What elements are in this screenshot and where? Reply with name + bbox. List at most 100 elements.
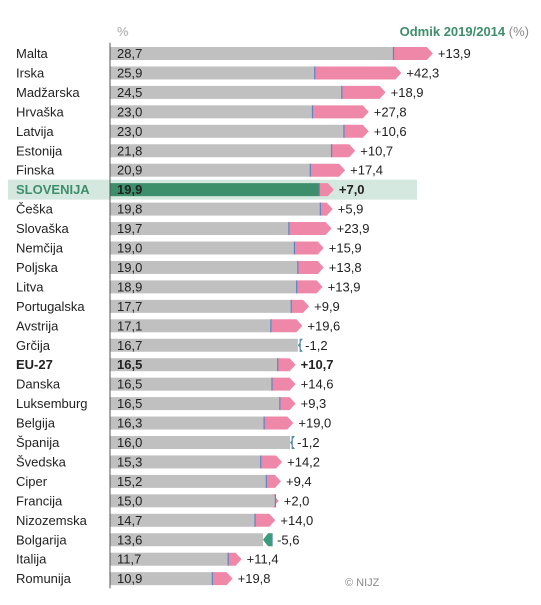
category-label: Madžarska [16, 85, 80, 100]
value-label: 20,9 [117, 163, 142, 178]
change-arrow [263, 533, 273, 547]
value-label: 17,7 [117, 299, 142, 314]
change-label: +9,3 [301, 396, 327, 411]
bar [110, 474, 267, 488]
value-label: 19,0 [117, 241, 142, 256]
category-label: Portugalska [16, 299, 85, 314]
change-arrow [288, 222, 332, 236]
category-label: Bolgarija [16, 532, 67, 547]
change-arrow [296, 280, 323, 294]
change-label: +15,9 [329, 241, 362, 256]
bar [110, 105, 313, 119]
bar [110, 455, 261, 469]
bar [110, 299, 292, 313]
bar [110, 358, 278, 372]
change-label: +9,4 [286, 474, 312, 489]
change-label: +14,2 [287, 454, 320, 469]
bar [110, 319, 271, 333]
change-label: +2,0 [284, 493, 310, 508]
category-label: Estonija [16, 143, 63, 158]
value-label: 19,0 [117, 260, 142, 275]
bar [110, 572, 213, 586]
value-label: 16,0 [117, 435, 142, 450]
copyright-text: © NIJZ [345, 577, 380, 589]
value-label: 16,5 [117, 377, 142, 392]
change-label: +17,4 [350, 163, 383, 178]
category-label: Poljska [16, 260, 59, 275]
change-label: +19,6 [307, 318, 340, 333]
value-label: 15,2 [117, 474, 142, 489]
change-arrow [279, 397, 296, 411]
category-label: Slovaška [16, 221, 70, 236]
bar [110, 494, 276, 508]
category-label: Grčija [16, 338, 51, 353]
change-arrow [331, 144, 356, 158]
change-label: +19,0 [298, 416, 331, 431]
change-arrow [319, 183, 334, 197]
value-label: 16,7 [117, 338, 142, 353]
bar [110, 183, 320, 197]
category-label: Latvija [16, 124, 54, 139]
change-arrow [264, 416, 294, 430]
category-label: Danska [16, 377, 61, 392]
bar [110, 416, 265, 430]
bar [110, 513, 256, 527]
change-arrow [266, 474, 281, 488]
category-label: Ciper [16, 474, 48, 489]
category-label: SLOVENIJA [16, 182, 90, 197]
change-arrow [312, 105, 369, 119]
change-label: +11,4 [247, 552, 279, 567]
value-label: 11,7 [117, 552, 141, 567]
category-label: Španija [16, 435, 60, 450]
value-label: 21,8 [117, 143, 142, 158]
category-label: Francija [16, 493, 63, 508]
bar [110, 66, 315, 80]
value-label: 19,8 [117, 202, 142, 217]
value-label: 14,7 [117, 513, 142, 528]
change-label: +10,7 [360, 143, 393, 158]
bar [110, 338, 298, 352]
bar [110, 163, 311, 177]
change-label: +18,9 [391, 85, 424, 100]
category-label: Nizozemska [16, 513, 88, 528]
bar [110, 377, 272, 391]
category-label: Malta [16, 46, 49, 61]
change-label: +13,8 [329, 260, 362, 275]
category-label: Hrvaška [16, 104, 64, 119]
value-label: 19,9 [117, 182, 142, 197]
change-arrow [320, 202, 333, 216]
change-label: +42,3 [406, 65, 439, 80]
percent-axis-label: % [117, 24, 129, 39]
change-arrow [343, 124, 369, 138]
change-label: +9,9 [314, 299, 340, 314]
value-label: 15,0 [117, 493, 142, 508]
change-arrow [212, 572, 233, 586]
change-arrow [294, 241, 324, 255]
bar [110, 436, 290, 449]
change-arrow [270, 319, 303, 333]
category-label: Belgija [16, 416, 56, 431]
category-label: Irska [16, 65, 45, 80]
bar [110, 222, 289, 236]
value-label: 23,0 [117, 124, 142, 139]
category-label: Švedska [16, 454, 67, 469]
change-label: +13,9 [328, 279, 361, 294]
bar [110, 47, 394, 60]
change-arrow [271, 377, 296, 391]
category-label: Romunija [16, 571, 72, 586]
value-label: 18,9 [117, 279, 142, 294]
change-label: +7,0 [339, 182, 365, 197]
change-label: +23,9 [337, 221, 370, 236]
bar [110, 85, 342, 99]
value-label: 25,9 [117, 65, 142, 80]
change-arrow [260, 455, 283, 469]
bar [110, 124, 344, 138]
change-arrow [297, 260, 324, 274]
bar [110, 144, 332, 158]
change-arrow [228, 552, 242, 566]
change-label: -5,6 [277, 532, 299, 547]
category-label: Češka [16, 202, 54, 217]
change-label: +27,8 [374, 104, 407, 119]
bar [110, 280, 297, 294]
change-arrow [314, 66, 402, 80]
